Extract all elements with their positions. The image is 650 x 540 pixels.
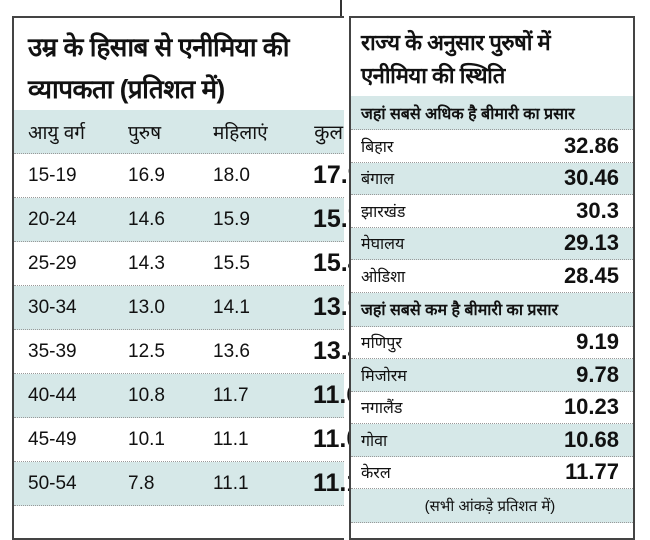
- age-group: 30-34: [28, 296, 77, 318]
- age-group: 20-24: [28, 208, 77, 230]
- state-value: 28.45: [563, 262, 619, 288]
- state-row: गोवा 10.68: [351, 424, 633, 457]
- women-value: 15.5: [213, 252, 250, 274]
- state-value: 9.19: [576, 329, 619, 355]
- state-row: झारखंड 30.3: [351, 195, 633, 228]
- table-row: 35-39 12.5 13.6 13.4: [14, 330, 362, 374]
- age-group: 45-49: [28, 428, 77, 450]
- men-value: 7.8: [128, 472, 155, 494]
- age-group: 50-54: [28, 472, 77, 494]
- state-row: नगालैंड 10.23: [351, 392, 633, 424]
- table-row: 50-54 7.8 11.1 11.1: [14, 462, 361, 506]
- table-row: 40-44 10.8 11.7 11.6: [14, 374, 361, 418]
- state-name: मणिपुर: [361, 335, 402, 353]
- state-value: 30.46: [563, 165, 619, 191]
- men-value: 10.1: [128, 428, 165, 450]
- state-row: बंगाल 30.46: [351, 162, 633, 195]
- state-name: नगालैंड: [361, 400, 403, 418]
- table-row: 45-49 10.1 11.1 11.0: [14, 418, 361, 462]
- highest-section-header: जहां सबसे अधिक है बीमारी का प्रसार: [351, 96, 633, 130]
- state-value: 32.86: [563, 132, 619, 158]
- women-value: 15.9: [213, 208, 250, 230]
- age-table-title: उम्र के हिसाब से एनीमिया की व्यापकता (प्…: [14, 18, 344, 110]
- state-name: केरल: [361, 465, 391, 483]
- state-value: 9.78: [576, 361, 619, 387]
- men-value: 12.5: [128, 340, 165, 362]
- age-anemia-table: उम्र के हिसाब से एनीमिया की व्यापकता (प्…: [12, 16, 362, 540]
- age-group: 40-44: [28, 384, 77, 406]
- men-value: 14.3: [128, 252, 165, 274]
- header-women: महिलाएं: [213, 122, 268, 144]
- lowest-section-header: जहां सबसे कम है बीमारी का प्रसार: [351, 292, 633, 327]
- age-group: 25-29: [28, 252, 77, 274]
- women-value: 11.1: [213, 428, 249, 450]
- table-row: 20-24 14.6 15.9 15.7: [14, 198, 362, 242]
- table-row: 15-19 16.9 18.0 17.9: [14, 154, 362, 198]
- title-line-1: राज्य के अनुसार पुरुषों में: [361, 30, 551, 55]
- state-row: बिहार 32.86: [351, 130, 633, 163]
- state-name: गोवा: [361, 432, 388, 450]
- state-value: 10.68: [563, 426, 619, 452]
- men-value: 16.9: [128, 164, 165, 186]
- total-value: 13.4: [313, 337, 362, 365]
- title-line-2: व्यापकता (प्रतिशत में): [28, 74, 225, 104]
- men-value: 14.6: [128, 208, 165, 230]
- state-row: मणिपुर 9.19: [351, 327, 633, 359]
- table-header: आयु वर्ग पुरुष महिलाएं कुल: [14, 110, 344, 154]
- header-men: पुरुष: [128, 122, 162, 144]
- table-row: 25-29 14.3 15.5 15.4: [14, 242, 362, 286]
- header-total: कुल: [314, 122, 343, 144]
- title-line-1: उम्र के हिसाब से एनीमिया की: [28, 32, 290, 62]
- state-name: झारखंड: [361, 203, 406, 221]
- state-value: 11.77: [565, 459, 619, 485]
- age-group: 35-39: [28, 340, 77, 362]
- state-anemia-table: राज्य के अनुसार पुरुषों में एनीमिया की स…: [349, 16, 635, 540]
- total-value: 11.1: [313, 469, 361, 497]
- women-value: 11.1: [213, 472, 249, 494]
- women-value: 14.1: [213, 296, 250, 318]
- total-value: 15.4: [313, 249, 362, 277]
- total-value: 11.6: [313, 381, 361, 409]
- women-value: 13.6: [213, 340, 250, 362]
- state-table-title: राज्य के अनुसार पुरुषों में एनीमिया की स…: [351, 18, 633, 96]
- state-name: बंगाल: [361, 171, 395, 189]
- state-value: 29.13: [563, 230, 619, 256]
- table-row: 30-34 13.0 14.1 13.9: [14, 286, 362, 330]
- state-row: मिजोरम 9.78: [351, 359, 633, 392]
- state-name: बिहार: [361, 138, 394, 156]
- state-row: ओडिशा 28.45: [351, 260, 633, 293]
- state-value: 10.23: [563, 394, 619, 420]
- women-value: 11.7: [213, 384, 249, 406]
- total-value: 13.9: [313, 293, 362, 321]
- header-age-group: आयु वर्ग: [28, 122, 85, 144]
- men-value: 10.8: [128, 384, 165, 406]
- footnote: (सभी आंकड़े प्रतिशत में): [351, 489, 633, 523]
- total-value: 17.9: [313, 161, 362, 189]
- state-name: मिजोरम: [361, 367, 407, 385]
- women-value: 18.0: [213, 164, 250, 186]
- title-line-2: एनीमिया की स्थिति: [361, 63, 505, 88]
- state-value: 30.3: [576, 197, 619, 223]
- men-value: 13.0: [128, 296, 165, 318]
- age-group: 15-19: [28, 164, 77, 186]
- state-name: मेघालय: [361, 236, 405, 254]
- total-value: 15.7: [313, 205, 362, 233]
- state-row: मेघालय 29.13: [351, 227, 633, 260]
- total-value: 11.0: [313, 425, 361, 453]
- state-name: ओडिशा: [361, 268, 406, 286]
- state-row: केरल 11.77: [351, 457, 633, 489]
